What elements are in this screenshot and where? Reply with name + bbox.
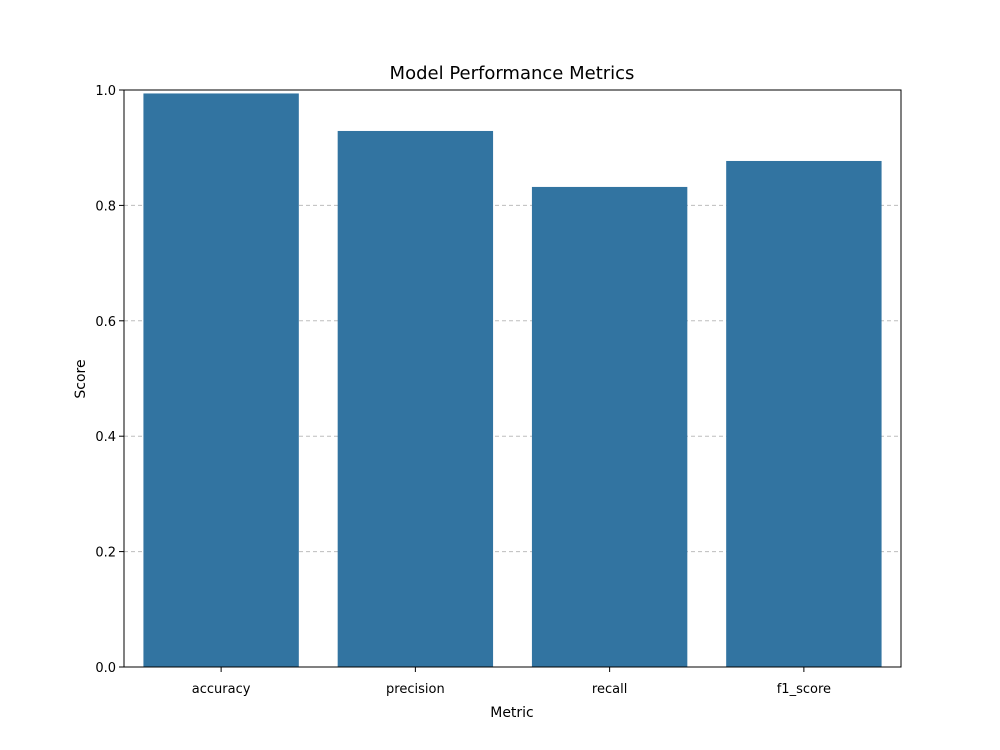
plot-frame xyxy=(123,89,902,668)
y-axis-ticks: 0.0 0.2 0.4 0.6 0.8 1.0 xyxy=(95,84,124,676)
bar-precision xyxy=(337,130,494,668)
x-axis-label: Metric xyxy=(490,705,534,721)
chart-title: Model Performance Metrics xyxy=(390,63,635,84)
y-tick-label-4: 0.8 xyxy=(95,199,116,214)
bars xyxy=(143,93,882,668)
x-tick-label-recall: recall xyxy=(592,682,627,697)
x-tick-label-accuracy: accuracy xyxy=(192,682,251,697)
y-tick-label-1: 0.2 xyxy=(95,546,116,561)
y-tick-label-2: 0.4 xyxy=(95,430,116,445)
bar-recall xyxy=(531,186,688,667)
bar-f1_score xyxy=(726,160,882,667)
y-tick-label-5: 1.0 xyxy=(95,84,116,99)
x-tick-label-precision: precision xyxy=(386,682,445,697)
y-axis-label: Score xyxy=(73,359,89,398)
y-tick-label-0: 0.0 xyxy=(95,661,116,676)
x-tick-label-f1_score: f1_score xyxy=(777,682,831,697)
x-axis-ticks: accuracy precision recall f1_score xyxy=(192,667,831,697)
y-tick-label-3: 0.6 xyxy=(95,315,116,330)
bar-accuracy xyxy=(143,93,299,668)
